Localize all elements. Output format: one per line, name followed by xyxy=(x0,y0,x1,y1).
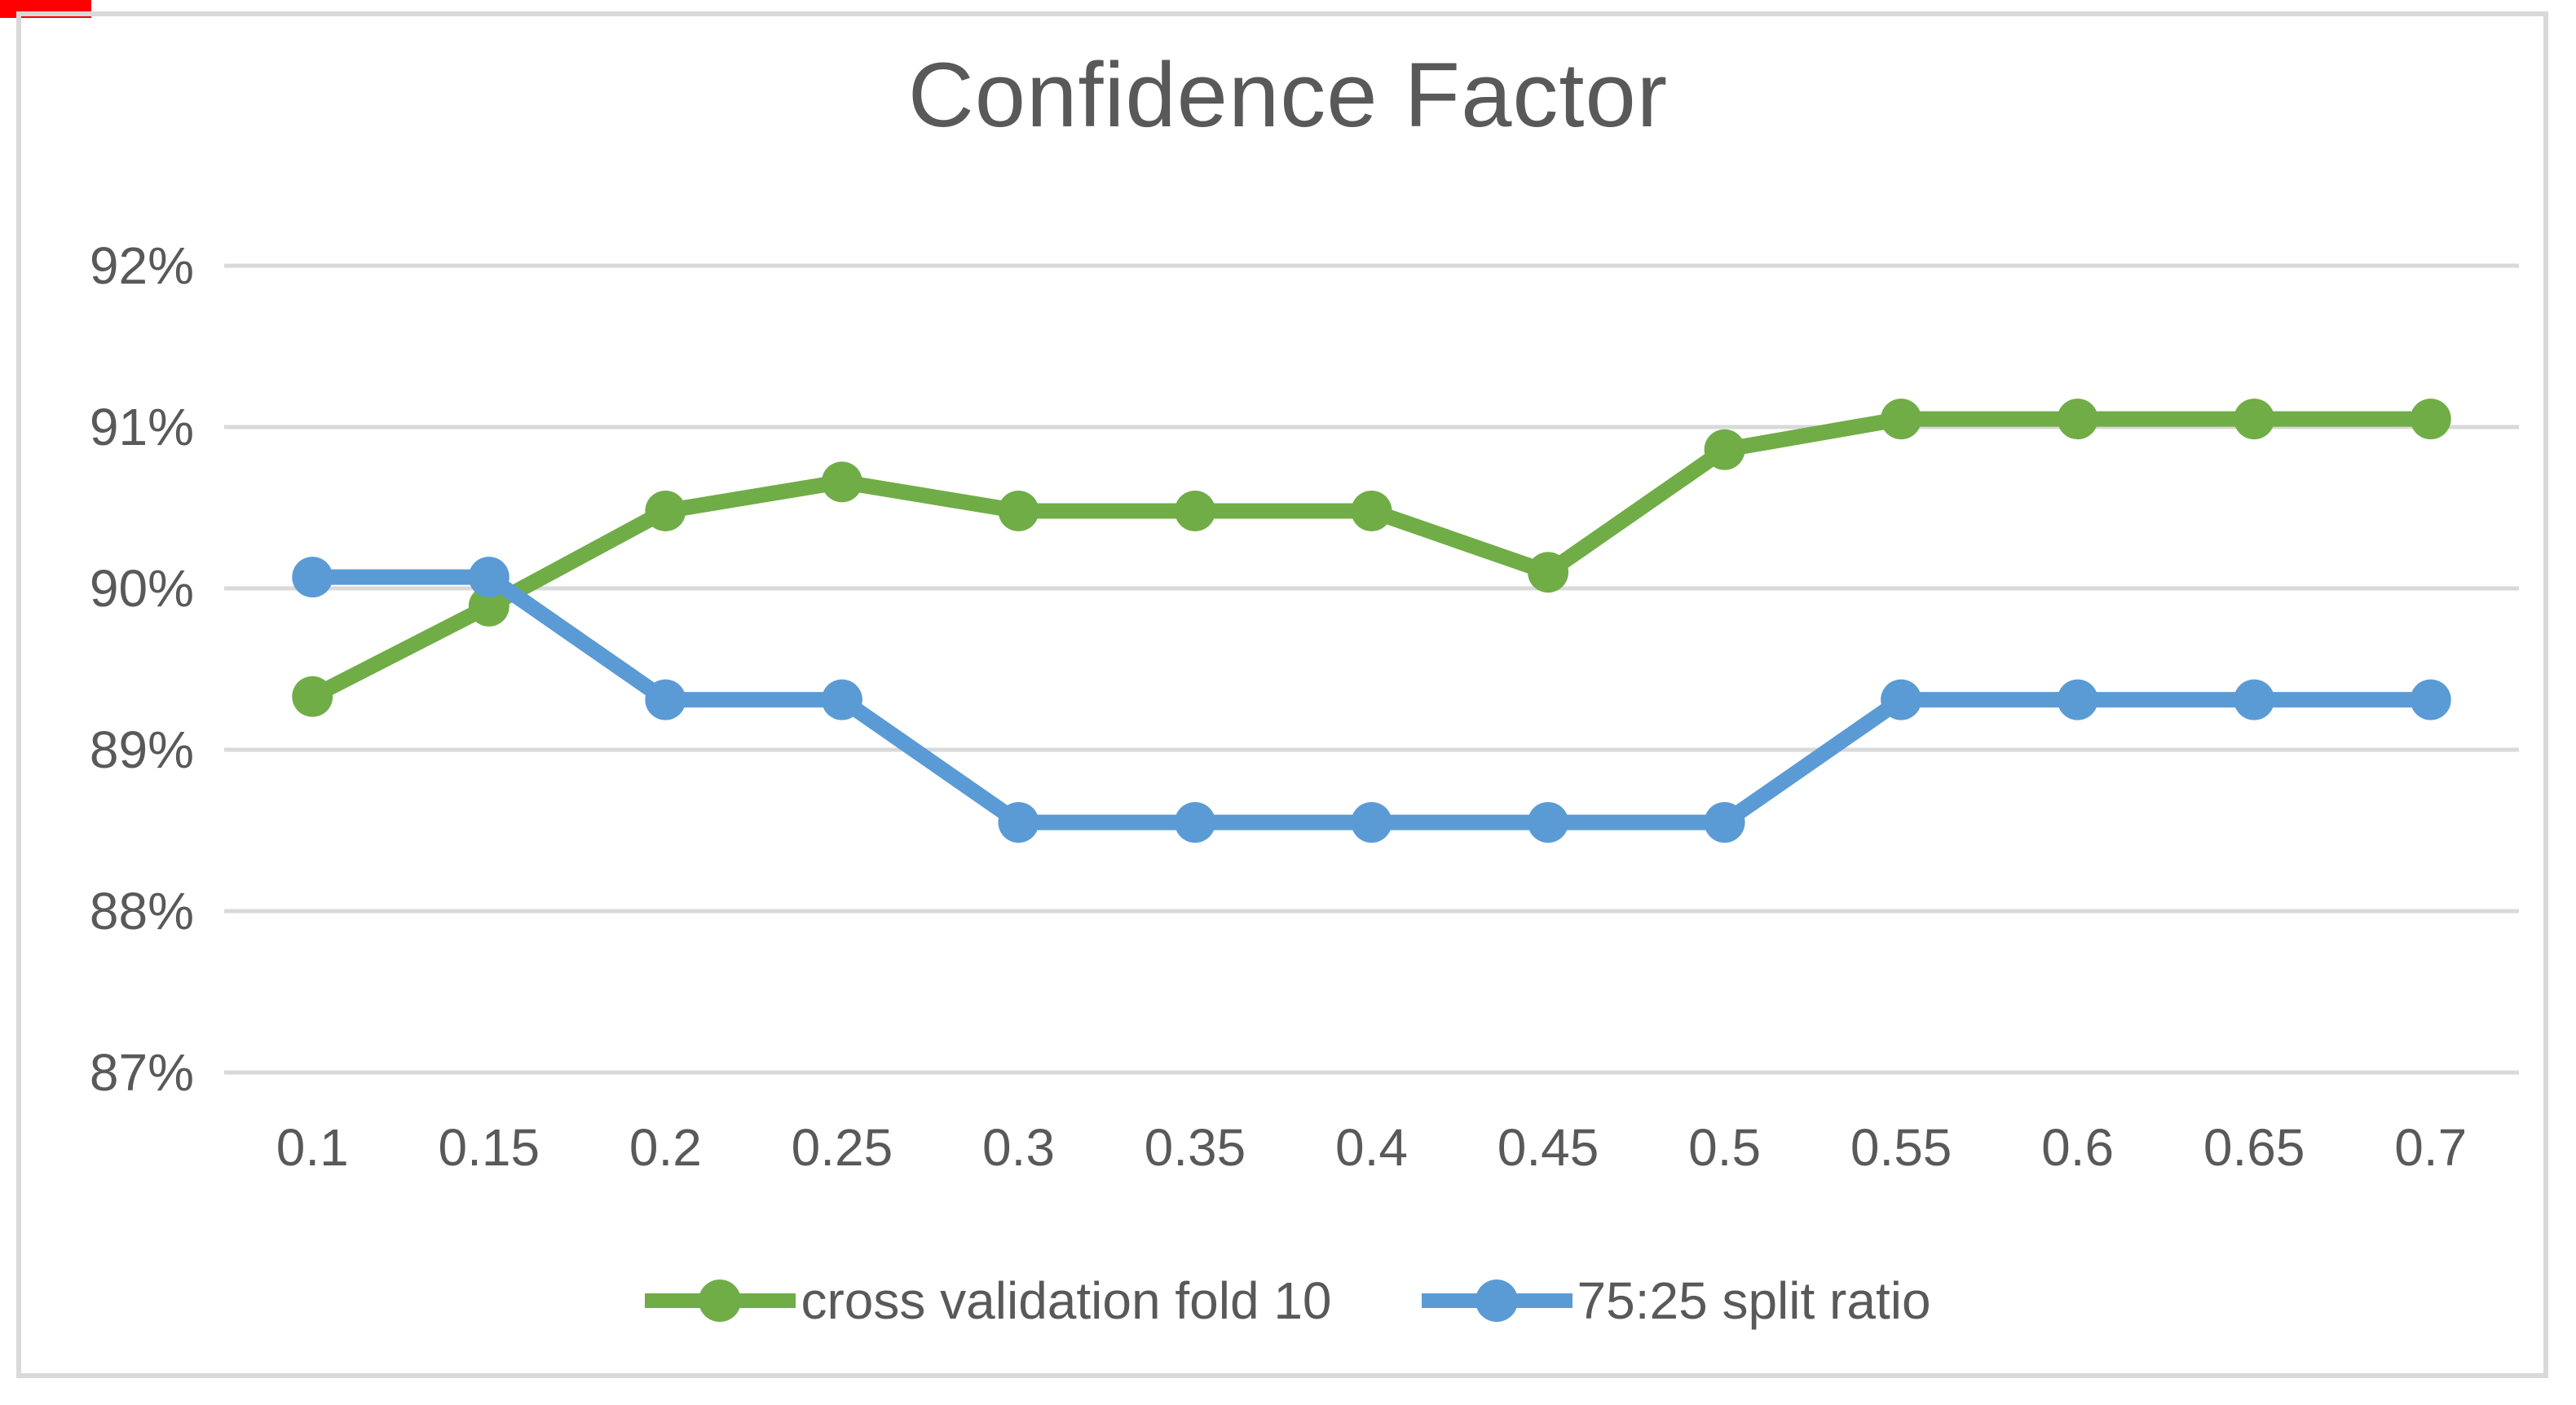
chart-legend: cross validation fold 10 75:25 split rati… xyxy=(0,1262,2576,1340)
data-point-marker xyxy=(645,490,686,531)
x-axis-tick-label: 0.4 xyxy=(1335,1118,1408,1177)
x-axis-tick-label: 0.3 xyxy=(981,1118,1055,1177)
data-point-marker xyxy=(2057,679,2098,720)
data-point-marker xyxy=(2057,399,2098,440)
y-axis-tick-label: 90% xyxy=(89,559,194,618)
y-axis-tick-label: 87% xyxy=(89,1043,194,1102)
data-point-marker xyxy=(2234,399,2275,440)
series-line xyxy=(304,569,2439,830)
legend-label: 75:25 split ratio xyxy=(1577,1271,1931,1330)
x-axis-tick-label: 0.25 xyxy=(791,1118,893,1177)
data-point-marker xyxy=(468,585,509,627)
x-axis-tick-label: 0.65 xyxy=(2203,1118,2305,1177)
data-point-marker xyxy=(1351,490,1392,531)
x-axis-tick-label: 0.15 xyxy=(438,1118,540,1177)
y-axis-tick-label: 91% xyxy=(89,398,194,456)
x-axis-tick-label: 0.2 xyxy=(629,1118,702,1177)
data-point-marker xyxy=(2410,679,2451,720)
y-axis-tick-label: 92% xyxy=(89,236,194,295)
legend-item: cross validation fold 10 xyxy=(645,1262,1332,1340)
data-point-marker xyxy=(1174,490,1215,531)
x-axis-tick-label: 0.7 xyxy=(2394,1118,2468,1177)
data-point-marker xyxy=(998,802,1039,843)
data-point-marker xyxy=(1174,802,1215,843)
legend-marker-icon xyxy=(645,1279,796,1322)
data-point-marker xyxy=(1704,802,1745,843)
x-axis-tick-label: 0.6 xyxy=(2041,1118,2115,1177)
data-point-marker xyxy=(1881,399,1922,440)
data-point-marker xyxy=(645,679,686,720)
data-point-marker xyxy=(2234,679,2275,720)
data-point-marker xyxy=(821,461,862,503)
chart-border-frame xyxy=(16,11,2548,1378)
x-axis-tick-label: 0.1 xyxy=(276,1118,349,1177)
legend-item: 75:25 split ratio xyxy=(1421,1262,1931,1340)
legend-label: cross validation fold 10 xyxy=(801,1271,1332,1330)
data-point-marker xyxy=(1351,802,1392,843)
data-point-marker xyxy=(998,490,1039,531)
data-point-marker xyxy=(821,679,862,720)
x-axis-tick-label: 0.45 xyxy=(1497,1118,1599,1177)
chart-title: Confidence Factor xyxy=(907,44,1669,146)
x-axis-tick-label: 0.35 xyxy=(1144,1118,1246,1177)
x-axis-tick-label: 0.5 xyxy=(1688,1118,1762,1177)
data-point-marker xyxy=(1704,429,1745,470)
data-point-marker xyxy=(292,557,333,598)
x-axis-tick-label: 0.55 xyxy=(1850,1118,1952,1177)
data-point-marker xyxy=(292,676,333,717)
data-point-marker xyxy=(1528,802,1569,843)
series-line xyxy=(304,411,2439,705)
legend-marker-icon xyxy=(1421,1279,1573,1322)
data-point-marker xyxy=(468,557,509,598)
data-point-marker xyxy=(1881,679,1922,720)
y-axis-tick-label: 89% xyxy=(89,720,194,779)
data-point-marker xyxy=(2410,399,2451,440)
y-axis-tick-label: 88% xyxy=(89,882,194,940)
data-point-marker xyxy=(1528,552,1569,593)
